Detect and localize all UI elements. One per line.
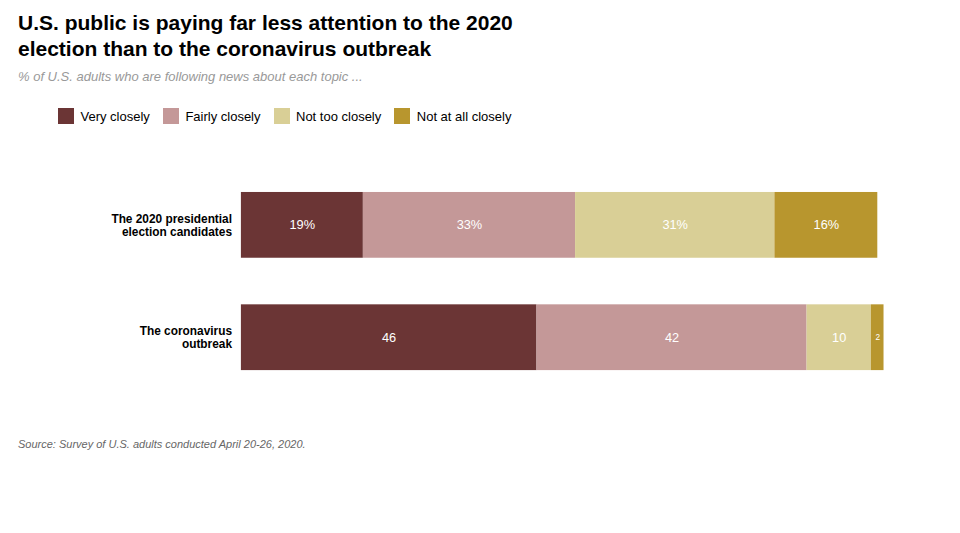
svg-text:10: 10 <box>832 330 846 345</box>
svg-text:46: 46 <box>382 330 396 345</box>
html-text:Fairly closely: Fairly closely <box>185 108 261 124</box>
html-text:Not too closely: Not too closely <box>296 108 382 124</box>
svg-text:42: 42 <box>665 330 679 345</box>
html-text:Not at all closely: Not at all closely <box>416 108 512 124</box>
svg-text:19%: 19% <box>289 217 315 232</box>
svg-text:2: 2 <box>875 333 880 342</box>
svg-text:The coronavirusoutbreak: The coronavirusoutbreak <box>140 324 233 351</box>
html-text:Source: Survey of U.S. adults: Source: Survey of U.S. adults conducted … <box>18 438 306 451</box>
svg-text:33%: 33% <box>457 217 483 232</box>
svg-text:16%: 16% <box>814 217 840 232</box>
html-text:% of U.S. adults who are follo: % of U.S. adults who are following news … <box>18 68 363 84</box>
html-text:Very closely: Very closely <box>80 108 150 124</box>
html-text:U.S. public is paying far less: U.S. public is paying far less attention… <box>18 11 513 61</box>
svg-text:The 2020 presidentialelection: The 2020 presidentialelection candidates <box>111 212 232 239</box>
svg-text:31%: 31% <box>662 217 688 232</box>
